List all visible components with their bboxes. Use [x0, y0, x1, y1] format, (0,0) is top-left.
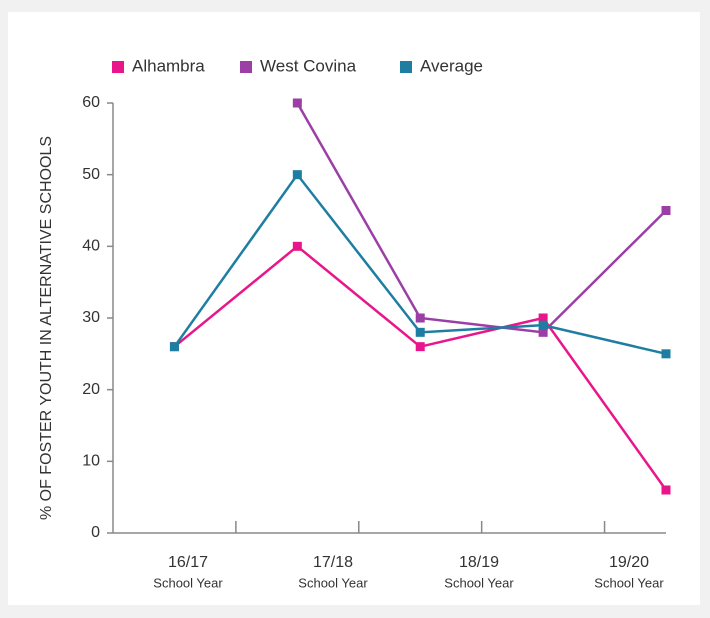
- x-tick-label: 16/17: [168, 554, 208, 571]
- series-line: [296, 102, 667, 334]
- point-marker: [538, 320, 548, 330]
- legend-label: Alhambra: [132, 56, 205, 75]
- legend-swatch: [400, 61, 412, 73]
- point-marker: [415, 327, 425, 337]
- point-marker: [415, 342, 425, 352]
- y-tick-label: 10: [82, 453, 100, 470]
- y-axis-label: % OF FOSTER YOUTH IN ALTERNATIVE SCHOOLS: [38, 136, 55, 520]
- point-marker: [661, 206, 671, 215]
- y-tick-label: 60: [82, 94, 100, 111]
- legend-label: West Covina: [260, 56, 357, 75]
- y-tick-label: 0: [91, 524, 100, 541]
- y-tick-label: 50: [82, 166, 100, 183]
- point-marker: [538, 327, 548, 337]
- x-tick-label: 17/18: [313, 554, 353, 571]
- legend-swatch: [240, 61, 252, 73]
- x-tick-sublabel: School Year: [594, 575, 664, 590]
- legend-swatch: [112, 61, 124, 73]
- legend-label: Average: [420, 56, 483, 75]
- x-tick-label: 18/19: [459, 554, 499, 571]
- y-tick-label: 30: [82, 309, 100, 326]
- point-marker: [415, 313, 425, 323]
- point-marker: [661, 485, 671, 495]
- y-tick-label: 20: [82, 381, 100, 398]
- point-marker: [169, 342, 179, 352]
- point-marker: [538, 313, 548, 323]
- x-tick-label: 19/20: [609, 554, 649, 571]
- point-marker: [661, 349, 671, 359]
- y-tick-label: 40: [82, 238, 100, 255]
- x-tick-sublabel: School Year: [153, 575, 223, 590]
- point-marker: [292, 98, 302, 108]
- x-tick-sublabel: School Year: [298, 575, 368, 590]
- point-marker: [292, 170, 302, 180]
- point-marker: [292, 241, 302, 251]
- x-tick-sublabel: School Year: [444, 575, 514, 590]
- panel: [8, 12, 700, 605]
